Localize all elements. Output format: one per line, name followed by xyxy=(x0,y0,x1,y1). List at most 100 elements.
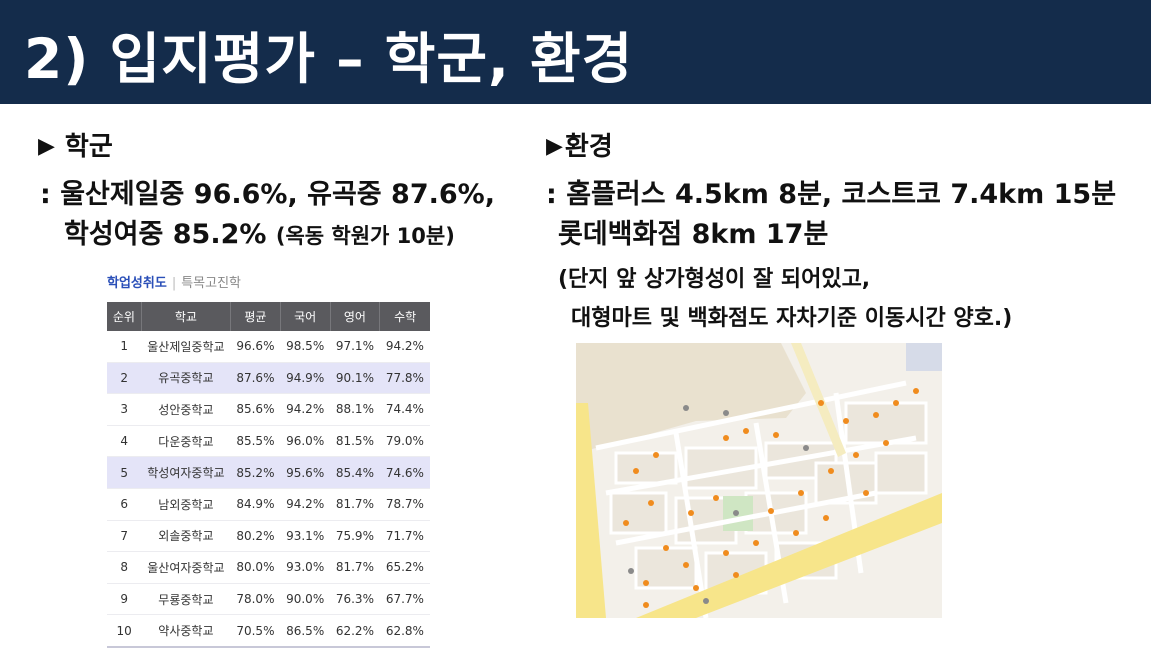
table-row: 9 무룡중학교 78.0% 90.0% 76.3% 67.7% xyxy=(107,583,430,616)
cell-school: 남외중학교 xyxy=(141,488,231,521)
cell-english: 81.7% xyxy=(330,488,380,521)
col-school: 학교 xyxy=(141,302,232,331)
table-row: 3 성안중학교 85.6% 94.2% 88.1% 74.4% xyxy=(107,393,430,426)
table-row: 4 다운중학교 85.5% 96.0% 81.5% 79.0% xyxy=(107,425,430,458)
cell-korean: 95.6% xyxy=(280,456,331,489)
cell-rank: 7 xyxy=(107,520,142,553)
env-note-1: (단지 앞 상가형성이 잘 되어있고, xyxy=(558,267,871,292)
env-line-2: 롯데백화점 8km 17분 xyxy=(558,219,829,250)
cell-average: 85.2% xyxy=(230,456,281,489)
table-body: 1 울산제일중학교 96.6% 98.5% 97.1% 94.2% 2 유곡중학교 87.6% 9… xyxy=(107,331,430,648)
cell-english: 88.1% xyxy=(330,393,380,426)
page-title: 2) 입지평가 – 학군, 환경 xyxy=(24,27,634,91)
col-english: 영어 xyxy=(330,302,381,331)
cell-math: 65.2% xyxy=(379,551,430,584)
cell-math: 71.7% xyxy=(379,520,430,553)
cell-average: 70.5% xyxy=(230,614,281,648)
table-row: 7 외솔중학교 80.2% 93.1% 75.9% 71.7% xyxy=(107,520,430,553)
cell-math: 79.0% xyxy=(379,425,430,458)
tab-separator: | xyxy=(171,276,177,291)
cell-korean: 93.1% xyxy=(280,520,331,553)
cell-school: 성안중학교 xyxy=(141,393,231,426)
cell-average: 96.6% xyxy=(230,331,281,363)
cell-english: 81.5% xyxy=(330,425,380,458)
cell-english: 62.2% xyxy=(330,614,380,648)
env-note-2: 대형마트 및 백화점도 자차기준 이동시간 양호.) xyxy=(571,306,1013,331)
cell-average: 85.5% xyxy=(230,425,281,458)
cell-school: 외솔중학교 xyxy=(141,520,231,553)
cell-average: 87.6% xyxy=(230,362,281,395)
cell-school: 다운중학교 xyxy=(141,425,231,458)
cell-average: 80.2% xyxy=(230,520,281,553)
table-row: 1 울산제일중학교 96.6% 98.5% 97.1% 94.2% xyxy=(107,331,430,363)
cell-math: 67.7% xyxy=(379,583,430,616)
table-row: 2 유곡중학교 87.6% 94.9% 90.1% 77.8% xyxy=(107,362,430,395)
cell-rank: 8 xyxy=(107,551,142,584)
cell-math: 62.8% xyxy=(379,614,430,648)
table-tabs: 학업성취도 | 특목고진학 xyxy=(107,272,241,291)
cell-school: 울산제일중학교 xyxy=(141,331,231,363)
cell-average: 80.0% xyxy=(230,551,281,584)
cell-rank: 5 xyxy=(107,456,142,489)
cell-average: 78.0% xyxy=(230,583,281,616)
cell-korean: 94.2% xyxy=(280,393,331,426)
cell-math: 74.4% xyxy=(379,393,430,426)
cell-rank: 2 xyxy=(107,362,142,395)
cell-math: 74.6% xyxy=(379,456,430,489)
street-map xyxy=(576,343,942,618)
school-ranking-table: 순위 학교 평균 국어 영어 수학 1 울산제일중학교 96.6% 98.5% 97.1… xyxy=(107,302,430,648)
school-heading-text: 학군 xyxy=(64,132,113,162)
env-line-1: : 홈플러스 4.5km 8분, 코스트코 7.4km 15분 xyxy=(546,179,1117,210)
cell-korean: 93.0% xyxy=(280,551,331,584)
school-line-2: 학성여중 85.2% (옥동 학원가 10분) xyxy=(64,212,455,251)
cell-english: 76.3% xyxy=(330,583,380,616)
col-average: 평균 xyxy=(230,302,281,331)
cell-average: 85.6% xyxy=(230,393,281,426)
cell-average: 84.9% xyxy=(230,488,281,521)
col-math: 수학 xyxy=(379,302,430,331)
cell-rank: 3 xyxy=(107,393,142,426)
cell-school: 학성여자중학교 xyxy=(141,456,231,489)
cell-english: 81.7% xyxy=(330,551,380,584)
school-line-2-note: (옥동 학원가 10분) xyxy=(275,224,455,248)
cell-school: 약사중학교 xyxy=(141,614,231,648)
school-line-1: : 울산제일중 96.6%, 유곡중 87.6%, xyxy=(40,179,495,210)
cell-korean: 96.0% xyxy=(280,425,331,458)
table-row: 8 울산여자중학교 80.0% 93.0% 81.7% 65.2% xyxy=(107,551,430,584)
cell-english: 85.4% xyxy=(330,456,380,489)
cell-rank: 4 xyxy=(107,425,142,458)
triangle-right-icon: ▶ xyxy=(38,134,55,159)
cell-math: 94.2% xyxy=(379,331,430,363)
cell-school: 유곡중학교 xyxy=(141,362,231,395)
cell-school: 울산여자중학교 xyxy=(141,551,231,584)
cell-rank: 1 xyxy=(107,331,142,363)
tab-academic-achievement[interactable]: 학업성취도 xyxy=(107,276,167,291)
cell-korean: 98.5% xyxy=(280,331,331,363)
table-header-row: 순위 학교 평균 국어 영어 수학 xyxy=(107,302,430,331)
cell-korean: 90.0% xyxy=(280,583,331,616)
env-heading: ▶환경 xyxy=(546,126,613,163)
cell-english: 97.1% xyxy=(330,331,380,363)
cell-korean: 86.5% xyxy=(280,614,331,648)
col-korean: 국어 xyxy=(280,302,331,331)
env-heading-text: 환경 xyxy=(564,132,613,162)
cell-rank: 10 xyxy=(107,614,142,648)
school-heading: ▶ 학군 xyxy=(38,126,113,163)
table-row: 5 학성여자중학교 85.2% 95.6% 85.4% 74.6% xyxy=(107,456,430,489)
tab-special-high-school[interactable]: 특목고진학 xyxy=(181,276,242,291)
title-bar: 2) 입지평가 – 학군, 환경 xyxy=(0,0,1151,104)
cell-school: 무룡중학교 xyxy=(141,583,231,616)
cell-math: 77.8% xyxy=(379,362,430,395)
table-row: 10 약사중학교 70.5% 86.5% 62.2% 62.8% xyxy=(107,614,430,648)
triangle-right-icon: ▶ xyxy=(546,134,563,159)
cell-korean: 94.9% xyxy=(280,362,331,395)
school-line-2-main: 학성여중 85.2% xyxy=(64,219,267,250)
cell-math: 78.7% xyxy=(379,488,430,521)
col-rank: 순위 xyxy=(107,302,142,331)
cell-rank: 6 xyxy=(107,488,142,521)
cell-english: 90.1% xyxy=(330,362,380,395)
table-row: 6 남외중학교 84.9% 94.2% 81.7% 78.7% xyxy=(107,488,430,521)
cell-rank: 9 xyxy=(107,583,142,616)
map-graphic xyxy=(576,343,942,618)
cell-korean: 94.2% xyxy=(280,488,331,521)
